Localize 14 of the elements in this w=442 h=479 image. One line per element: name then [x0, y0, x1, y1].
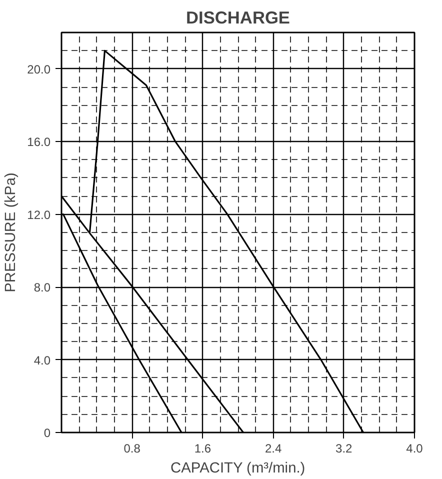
x-tick-label: 4.0 [406, 442, 424, 456]
x-tick-label: 1.6 [194, 442, 212, 456]
y-tick-label: 16.0 [27, 135, 51, 150]
x-tick-label: 3.2 [336, 442, 353, 456]
x-axis-title: CAPACITY (m³/min.) [170, 460, 306, 476]
y-tick-label: 0 [44, 426, 51, 440]
chart-title: DISCHARGE [186, 8, 290, 28]
y-tick-label: 20.0 [27, 62, 51, 76]
y-tick-label: 4.0 [34, 353, 51, 368]
y-axis-title: PRESSURE (kPa) [3, 172, 20, 292]
y-tick-label: 12.0 [27, 208, 51, 222]
y-tick-label: 8.0 [34, 280, 51, 295]
x-tick-label: 0.8 [124, 442, 141, 456]
x-tick-label: 2.4 [264, 442, 282, 456]
